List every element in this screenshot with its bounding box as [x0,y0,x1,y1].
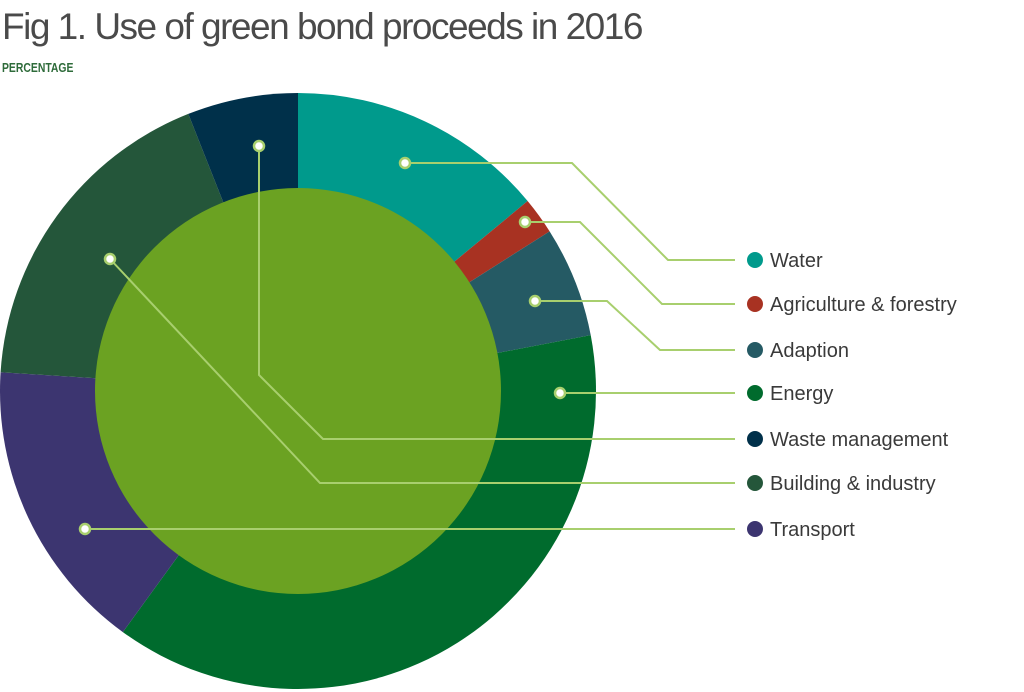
leader-marker [78,522,92,536]
legend-item-energy: Energy [747,383,833,405]
leader-adaption [535,300,735,351]
leader-building [109,258,735,484]
leader-agriculture [525,221,735,305]
leader-marker [398,156,412,170]
leader-waste [258,146,735,440]
legend-label: Energy [770,383,833,405]
leader-water [405,162,735,261]
legend-label: Building & industry [770,473,936,495]
legend-item-transport: Transport [747,519,855,541]
legend-label: Water [770,250,823,272]
leader-marker [518,215,532,229]
legend-swatch [747,342,763,358]
chart-subtitle: PERCENTAGE [2,60,74,75]
legend-label: Transport [770,519,855,541]
legend-swatch [747,475,763,491]
legend-item-waste: Waste management [747,429,949,451]
legend-label: Adaption [770,340,849,362]
center-disc [95,188,501,594]
legend-item-building: Building & industry [747,473,936,495]
legend-swatch [747,385,763,401]
legend-item-agriculture: Agriculture & forestry [747,294,957,316]
legend-label: Waste management [770,429,949,451]
leader-marker [252,139,266,153]
legend-swatch [747,521,763,537]
leader-marker [103,252,117,266]
leader-marker [553,386,567,400]
legend-item-water: Water [747,250,823,272]
legend-item-adaption: Adaption [747,340,849,362]
legend-swatch [747,252,763,268]
leader-marker [528,294,542,308]
chart-title: Fig 1. Use of green bond proceeds in 201… [2,6,643,47]
legend-swatch [747,431,763,447]
legend-label: Agriculture & forestry [770,294,957,316]
legend-swatch [747,296,763,312]
